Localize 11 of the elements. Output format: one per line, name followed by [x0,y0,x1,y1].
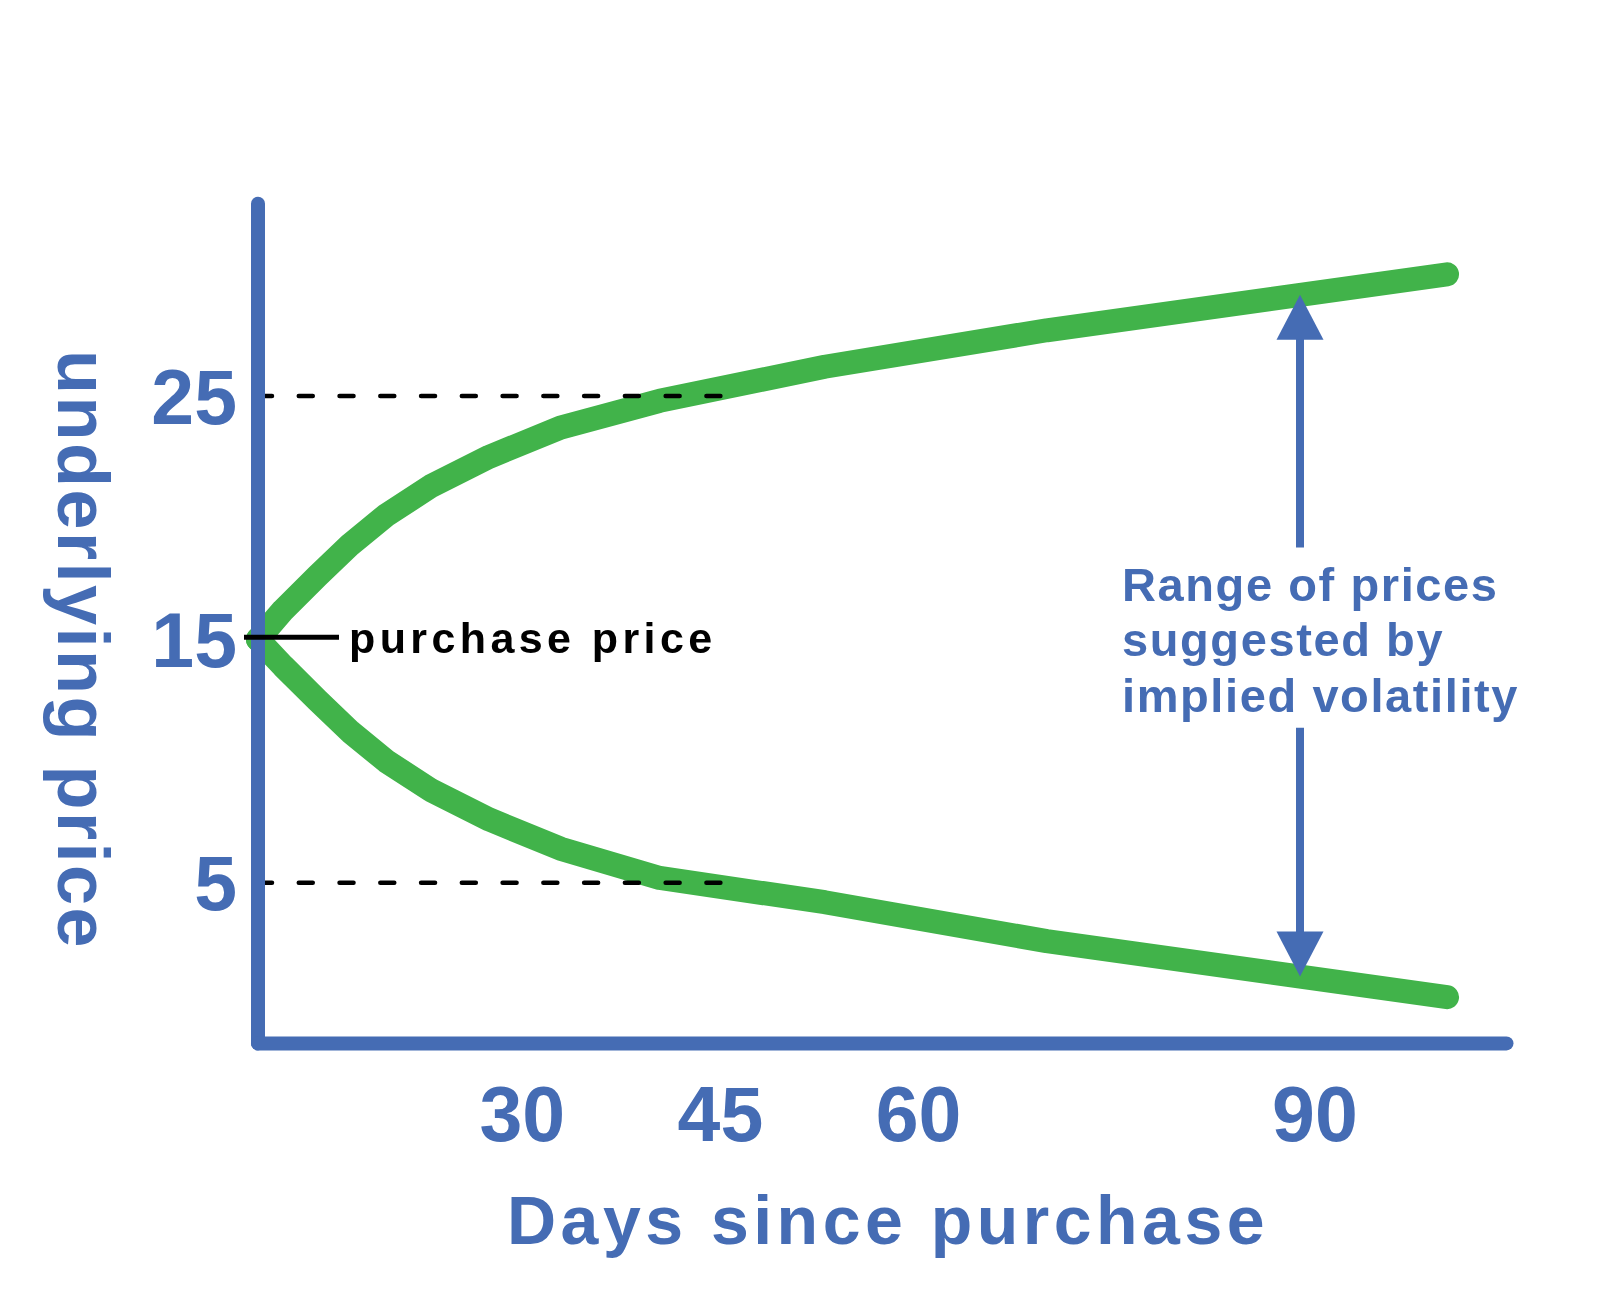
y-tick-label: 15 [151,596,237,683]
x-tick-label: 30 [479,1071,566,1158]
x-tick-label: 90 [1272,1071,1358,1158]
annotation: purchase price [349,614,717,663]
y-axis-title: underlying price [43,349,123,951]
annotation: Range of prices suggested by implied volatility [1122,557,1520,722]
x-axis-title: Days since purchase [506,1182,1270,1258]
x-tick-label: 45 [677,1071,764,1158]
x-tick-label: 60 [875,1071,962,1158]
y-tick-label: 5 [194,840,237,927]
y-tick-label: 25 [151,353,237,440]
